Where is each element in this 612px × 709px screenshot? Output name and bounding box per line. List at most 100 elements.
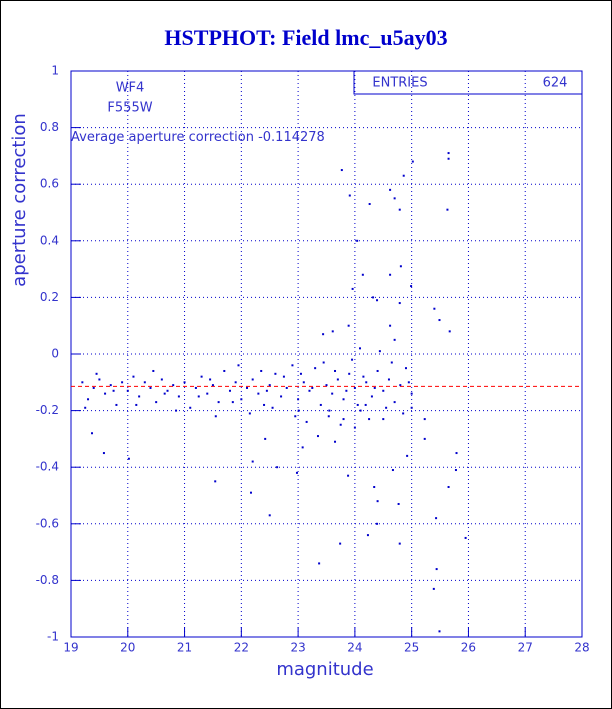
annotation: Average aperture correction -0.114278 xyxy=(71,130,325,145)
point xyxy=(362,375,365,378)
point xyxy=(331,330,334,333)
point xyxy=(308,389,311,392)
y-tick-label: 0.8 xyxy=(40,120,59,134)
x-tick-label: 21 xyxy=(177,641,192,655)
point xyxy=(126,389,129,392)
point xyxy=(214,480,217,483)
y-tick-label: 1 xyxy=(51,64,59,78)
point xyxy=(285,386,288,389)
y-tick-label: -0.2 xyxy=(36,403,59,417)
point xyxy=(274,372,277,375)
point xyxy=(438,319,441,322)
point xyxy=(398,542,401,545)
point xyxy=(361,273,364,276)
point xyxy=(271,406,274,409)
point xyxy=(385,406,388,409)
y-tick-label: 0.6 xyxy=(40,177,59,191)
point xyxy=(406,454,409,457)
point xyxy=(336,378,339,381)
x-tick-label: 20 xyxy=(120,641,135,655)
point xyxy=(211,384,214,387)
point xyxy=(432,587,435,590)
point xyxy=(364,403,367,406)
point xyxy=(334,369,337,372)
point xyxy=(319,403,322,406)
point xyxy=(407,381,410,384)
label: WF4 xyxy=(116,81,145,96)
point xyxy=(331,392,334,395)
point xyxy=(299,372,302,375)
point xyxy=(143,381,146,384)
x-tick-label: 28 xyxy=(574,641,589,655)
point xyxy=(373,486,376,489)
point xyxy=(102,452,105,455)
point xyxy=(340,169,343,172)
point xyxy=(149,386,152,389)
point xyxy=(282,375,285,378)
point xyxy=(393,401,396,404)
point xyxy=(291,364,294,367)
point xyxy=(447,157,450,160)
point xyxy=(345,389,348,392)
point xyxy=(393,197,396,200)
x-tick-label: 27 xyxy=(518,641,533,655)
point xyxy=(411,160,414,163)
point xyxy=(234,381,237,384)
point xyxy=(109,384,112,387)
y-tick-label: -1 xyxy=(47,630,59,644)
point xyxy=(410,406,413,409)
point xyxy=(446,208,449,211)
point xyxy=(393,338,396,341)
point xyxy=(433,307,436,310)
point xyxy=(322,333,325,336)
x-tick-label: 19 xyxy=(63,641,78,655)
point xyxy=(104,392,107,395)
point xyxy=(438,630,441,633)
x-tick-label: 22 xyxy=(234,641,249,655)
point xyxy=(152,369,155,372)
point xyxy=(373,386,376,389)
point xyxy=(410,285,413,288)
point xyxy=(398,208,401,211)
point xyxy=(342,398,345,401)
point xyxy=(376,369,379,372)
point xyxy=(268,384,271,387)
point xyxy=(160,378,163,381)
point xyxy=(175,409,178,412)
stats-label: ENTRIES xyxy=(372,76,427,91)
point xyxy=(334,440,337,443)
point xyxy=(358,347,361,350)
point xyxy=(353,386,356,389)
point xyxy=(95,372,98,375)
point xyxy=(166,389,169,392)
annotation-value: -0.114278 xyxy=(258,130,325,145)
point xyxy=(378,350,381,353)
point xyxy=(339,542,342,545)
point xyxy=(197,395,200,398)
point xyxy=(372,296,375,299)
point xyxy=(268,514,271,517)
point xyxy=(163,392,166,395)
point xyxy=(404,367,407,370)
point xyxy=(402,174,405,177)
x-tick-label: 26 xyxy=(461,641,476,655)
point xyxy=(294,415,297,418)
point xyxy=(189,406,192,409)
y-axis-title: aperture correction xyxy=(9,113,30,287)
point xyxy=(322,361,325,364)
point xyxy=(194,386,197,389)
point xyxy=(81,381,84,384)
point xyxy=(410,392,413,395)
point xyxy=(260,369,263,372)
point xyxy=(435,568,438,571)
point xyxy=(217,401,220,404)
y-tick-label: 0.2 xyxy=(40,290,59,304)
x-tick-label: 24 xyxy=(347,641,362,655)
point xyxy=(435,517,438,520)
point xyxy=(327,415,330,418)
point xyxy=(402,412,405,415)
point xyxy=(115,403,118,406)
point xyxy=(447,486,450,489)
